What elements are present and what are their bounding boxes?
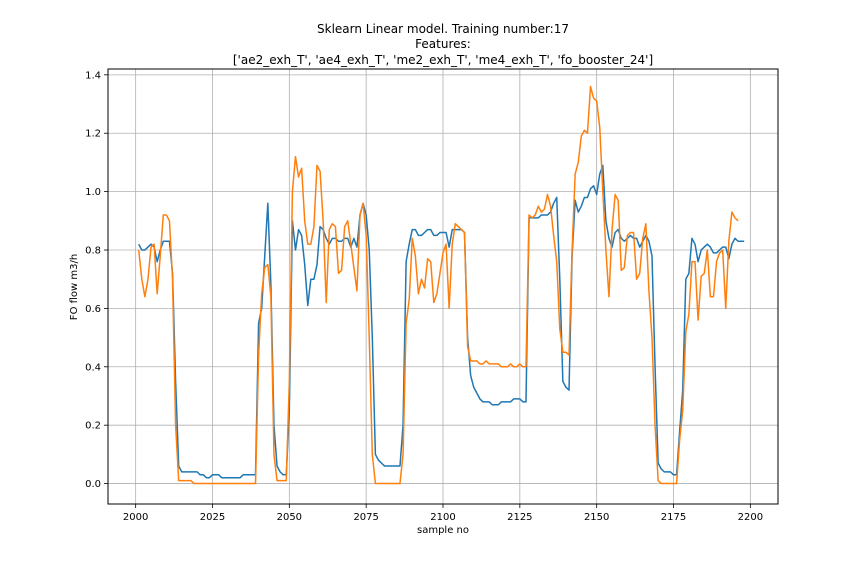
y-tick-label: 1.0 (85, 187, 101, 198)
y-tick-label: 0.4 (85, 362, 101, 373)
y-axis-label: FO flow m3/h (69, 254, 80, 320)
y-tick-label: 1.4 (85, 70, 101, 81)
x-tick-label: 2025 (200, 512, 225, 523)
x-axis-label: sample no (417, 525, 469, 536)
y-tick-label: 0.6 (85, 304, 101, 315)
title-line-2: Features: (415, 37, 471, 51)
x-tick-label: 2000 (123, 512, 148, 523)
y-axis-ticks: 0.0 0.2 0.4 0.6 0.8 1.0 1.2 1.4 (85, 70, 108, 490)
y-tick-label: 0.2 (85, 421, 101, 432)
y-tick-label: 0.8 (85, 246, 101, 257)
y-tick-label: 1.2 (85, 129, 101, 140)
x-tick-label: 2200 (738, 512, 763, 523)
chart-title: Sklearn Linear model. Training number:17… (233, 22, 653, 67)
x-tick-label: 2050 (277, 512, 302, 523)
y-tick-label: 0.0 (85, 479, 101, 490)
title-line-1: Sklearn Linear model. Training number:17 (317, 22, 569, 36)
x-tick-label: 2175 (661, 512, 686, 523)
x-tick-label: 2125 (507, 512, 532, 523)
x-tick-label: 2100 (430, 512, 455, 523)
title-line-3: ['ae2_exh_T', 'ae4_exh_T', 'me2_exh_T', … (233, 53, 653, 67)
gridlines (108, 69, 778, 504)
series-line-2 (137, 85, 739, 485)
x-tick-label: 2150 (584, 512, 609, 523)
x-tick-label: 2075 (353, 512, 378, 523)
x-axis-ticks: 2000 2025 2050 2075 2100 2125 2150 2175 2200 (123, 504, 763, 523)
plot-series (137, 85, 745, 485)
